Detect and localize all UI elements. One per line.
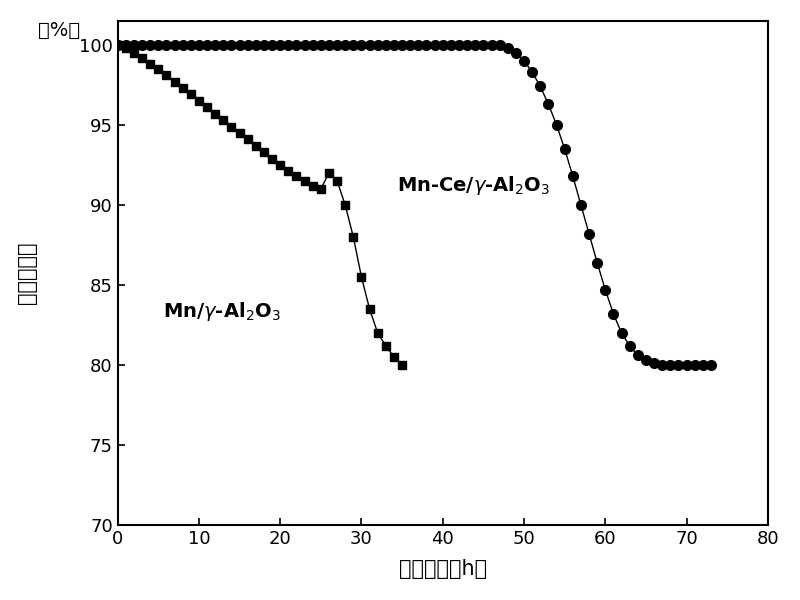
- Text: （%）: （%）: [38, 21, 80, 40]
- Text: Mn/$\gamma$-Al$_2$O$_3$: Mn/$\gamma$-Al$_2$O$_3$: [163, 301, 281, 323]
- Text: 甲苯转化率: 甲苯转化率: [17, 242, 37, 304]
- Text: Mn-Ce/$\gamma$-Al$_2$O$_3$: Mn-Ce/$\gamma$-Al$_2$O$_3$: [398, 175, 550, 197]
- X-axis label: 反应时间（h）: 反应时间（h）: [398, 559, 487, 579]
